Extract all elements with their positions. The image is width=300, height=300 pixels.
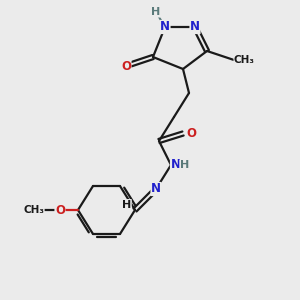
Text: O: O <box>121 59 131 73</box>
Text: N: N <box>170 158 181 172</box>
Text: H: H <box>122 200 131 210</box>
Text: N: N <box>151 182 161 196</box>
Text: H: H <box>180 160 189 170</box>
Text: H: H <box>152 7 160 17</box>
Text: N: N <box>160 20 170 34</box>
Text: CH₃: CH₃ <box>234 55 255 65</box>
Text: O: O <box>186 127 197 140</box>
Text: CH₃: CH₃ <box>23 205 44 215</box>
Text: O: O <box>55 203 65 217</box>
Text: N: N <box>190 20 200 34</box>
